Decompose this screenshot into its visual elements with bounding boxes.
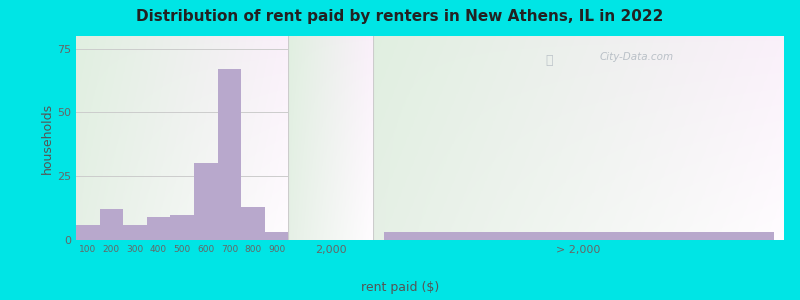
Y-axis label: households: households xyxy=(42,102,54,174)
Bar xyxy=(99,209,123,240)
Text: ⦿: ⦿ xyxy=(546,54,554,68)
Text: Distribution of rent paid by renters in New Athens, IL in 2022: Distribution of rent paid by renters in … xyxy=(136,9,664,24)
Bar xyxy=(265,232,289,240)
Bar xyxy=(76,225,99,240)
Bar xyxy=(242,207,265,240)
Bar xyxy=(170,214,194,240)
Bar xyxy=(218,69,242,240)
Text: rent paid ($): rent paid ($) xyxy=(361,281,439,294)
Bar xyxy=(194,164,218,240)
Bar xyxy=(147,217,170,240)
Text: City-Data.com: City-Data.com xyxy=(599,52,674,62)
Bar xyxy=(123,225,147,240)
Bar xyxy=(384,232,774,240)
